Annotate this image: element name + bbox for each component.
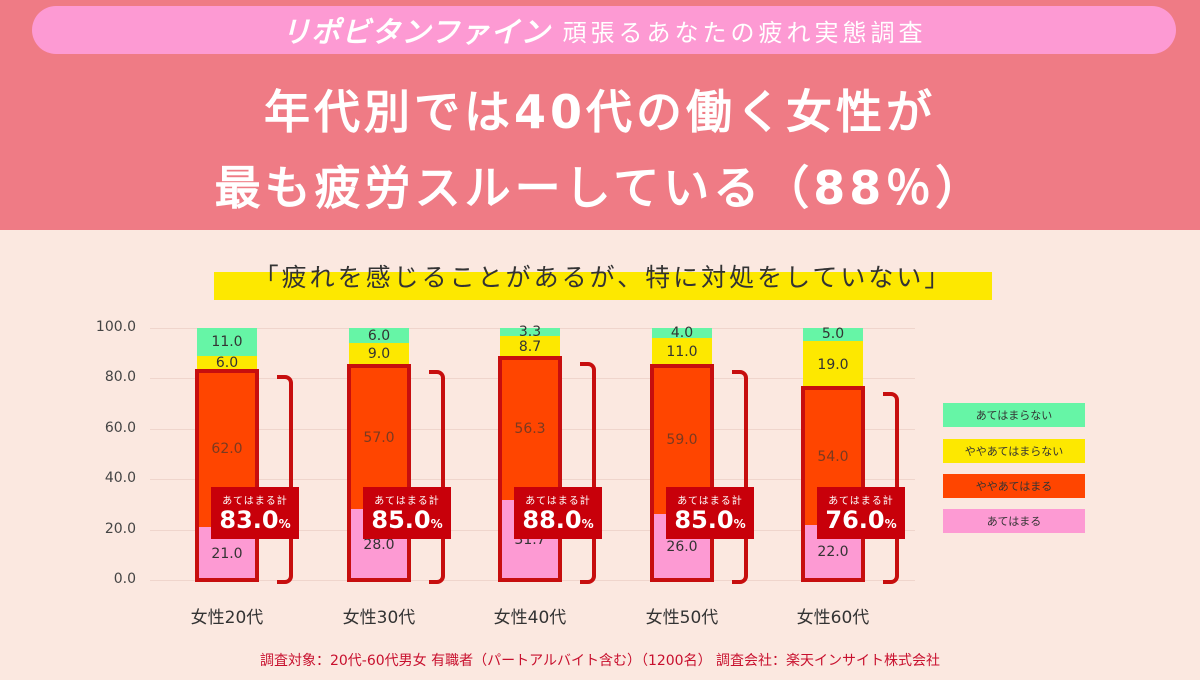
- survey-title-pill: リポビタンファイン 頑張るあなたの疲れ実態調査: [32, 6, 1176, 54]
- total-outline: [498, 356, 562, 582]
- total-badge: あてはまる計 85.0%: [363, 487, 451, 539]
- total-badge-label: あてはまる計: [222, 496, 288, 507]
- question-highlight: [214, 272, 992, 300]
- brand-logo: リポビタンファイン: [281, 15, 551, 49]
- legend-item: あてはまらない: [943, 403, 1085, 427]
- bar-segment: 11.0: [652, 338, 712, 366]
- bar-segment: 6.0: [349, 328, 409, 344]
- bar-segment: 9.0: [349, 343, 409, 366]
- total-badge-value: 76.0%: [825, 506, 897, 534]
- total-badge-value: 88.0%: [522, 506, 594, 534]
- bar-segment: 57.0: [349, 365, 409, 510]
- x-axis-label: 女性30代: [342, 608, 416, 628]
- x-axis-label: 女性40代: [493, 608, 567, 628]
- bracket: [732, 369, 748, 584]
- total-outline: [195, 368, 259, 582]
- bar-segment: 11.0: [197, 328, 257, 356]
- total-badge: あてはまる計 85.0%: [666, 487, 754, 539]
- y-tick-label: 0.0: [113, 571, 136, 587]
- y-tick-label: 20.0: [104, 520, 136, 537]
- bar-segment: 6.0: [197, 355, 257, 371]
- bar-segment: 4.0: [652, 325, 712, 341]
- y-tick-label: 40.0: [104, 470, 136, 487]
- total-outline: [347, 363, 411, 582]
- total-outline: [650, 363, 714, 582]
- total-badge-label: あてはまる計: [525, 496, 591, 507]
- headline-line-2: 最も疲労スルーしている（88％）: [214, 161, 986, 215]
- header-band: リポビタンファイン 頑張るあなたの疲れ実態調査 年代別では40代の働く女性が 最…: [0, 0, 1200, 230]
- y-tick-label: 100.0: [95, 319, 136, 335]
- x-axis-label: 女性50代: [645, 608, 719, 628]
- total-badge-value: 85.0%: [674, 506, 746, 534]
- total-badge: あてはまる計 88.0%: [514, 487, 602, 539]
- question-banner: 「疲れを感じることがあるが、特に対処をしていない」: [214, 258, 992, 302]
- bracket: [277, 374, 293, 584]
- y-tick-label: 60.0: [104, 419, 136, 436]
- bracket: [429, 369, 445, 584]
- headline-line-1: 年代別では40代の働く女性が: [263, 85, 936, 139]
- bracket: [580, 362, 596, 584]
- survey-footnote: 調査対象：20代-60代男女 有職者（パートアルバイト含む）（1200名） 調査…: [259, 653, 941, 669]
- bar-segment: 19.0: [803, 340, 863, 389]
- x-axis-label: 女性20代: [190, 608, 264, 628]
- total-badge: あてはまる計 76.0%: [817, 487, 905, 539]
- total-badge-label: あてはまる計: [677, 496, 743, 507]
- total-badge-value: 83.0%: [219, 506, 291, 534]
- survey-title: 頑張るあなたの疲れ実態調査: [562, 18, 927, 47]
- y-tick-label: 80.0: [104, 369, 136, 386]
- bar-segment: 56.3: [500, 358, 560, 501]
- bar-segment: 3.3: [500, 324, 560, 340]
- total-badge-value: 85.0%: [371, 506, 443, 534]
- bar-segment: 8.7: [500, 336, 560, 359]
- total-outline: [801, 386, 865, 582]
- total-badge-label: あてはまる計: [374, 496, 440, 507]
- legend-item: あてはまる: [943, 509, 1085, 533]
- x-axis-label: 女性60代: [796, 608, 870, 628]
- total-badge-label: あてはまる計: [828, 496, 894, 507]
- legend-item: ややあてはまらない: [943, 439, 1085, 463]
- total-badge: あてはまる計 83.0%: [211, 487, 299, 539]
- legend-item: ややあてはまる: [943, 474, 1085, 498]
- question-text: 「疲れを感じることがあるが、特に対処をしていない」: [253, 263, 953, 292]
- bar-segment: 5.0: [803, 326, 863, 342]
